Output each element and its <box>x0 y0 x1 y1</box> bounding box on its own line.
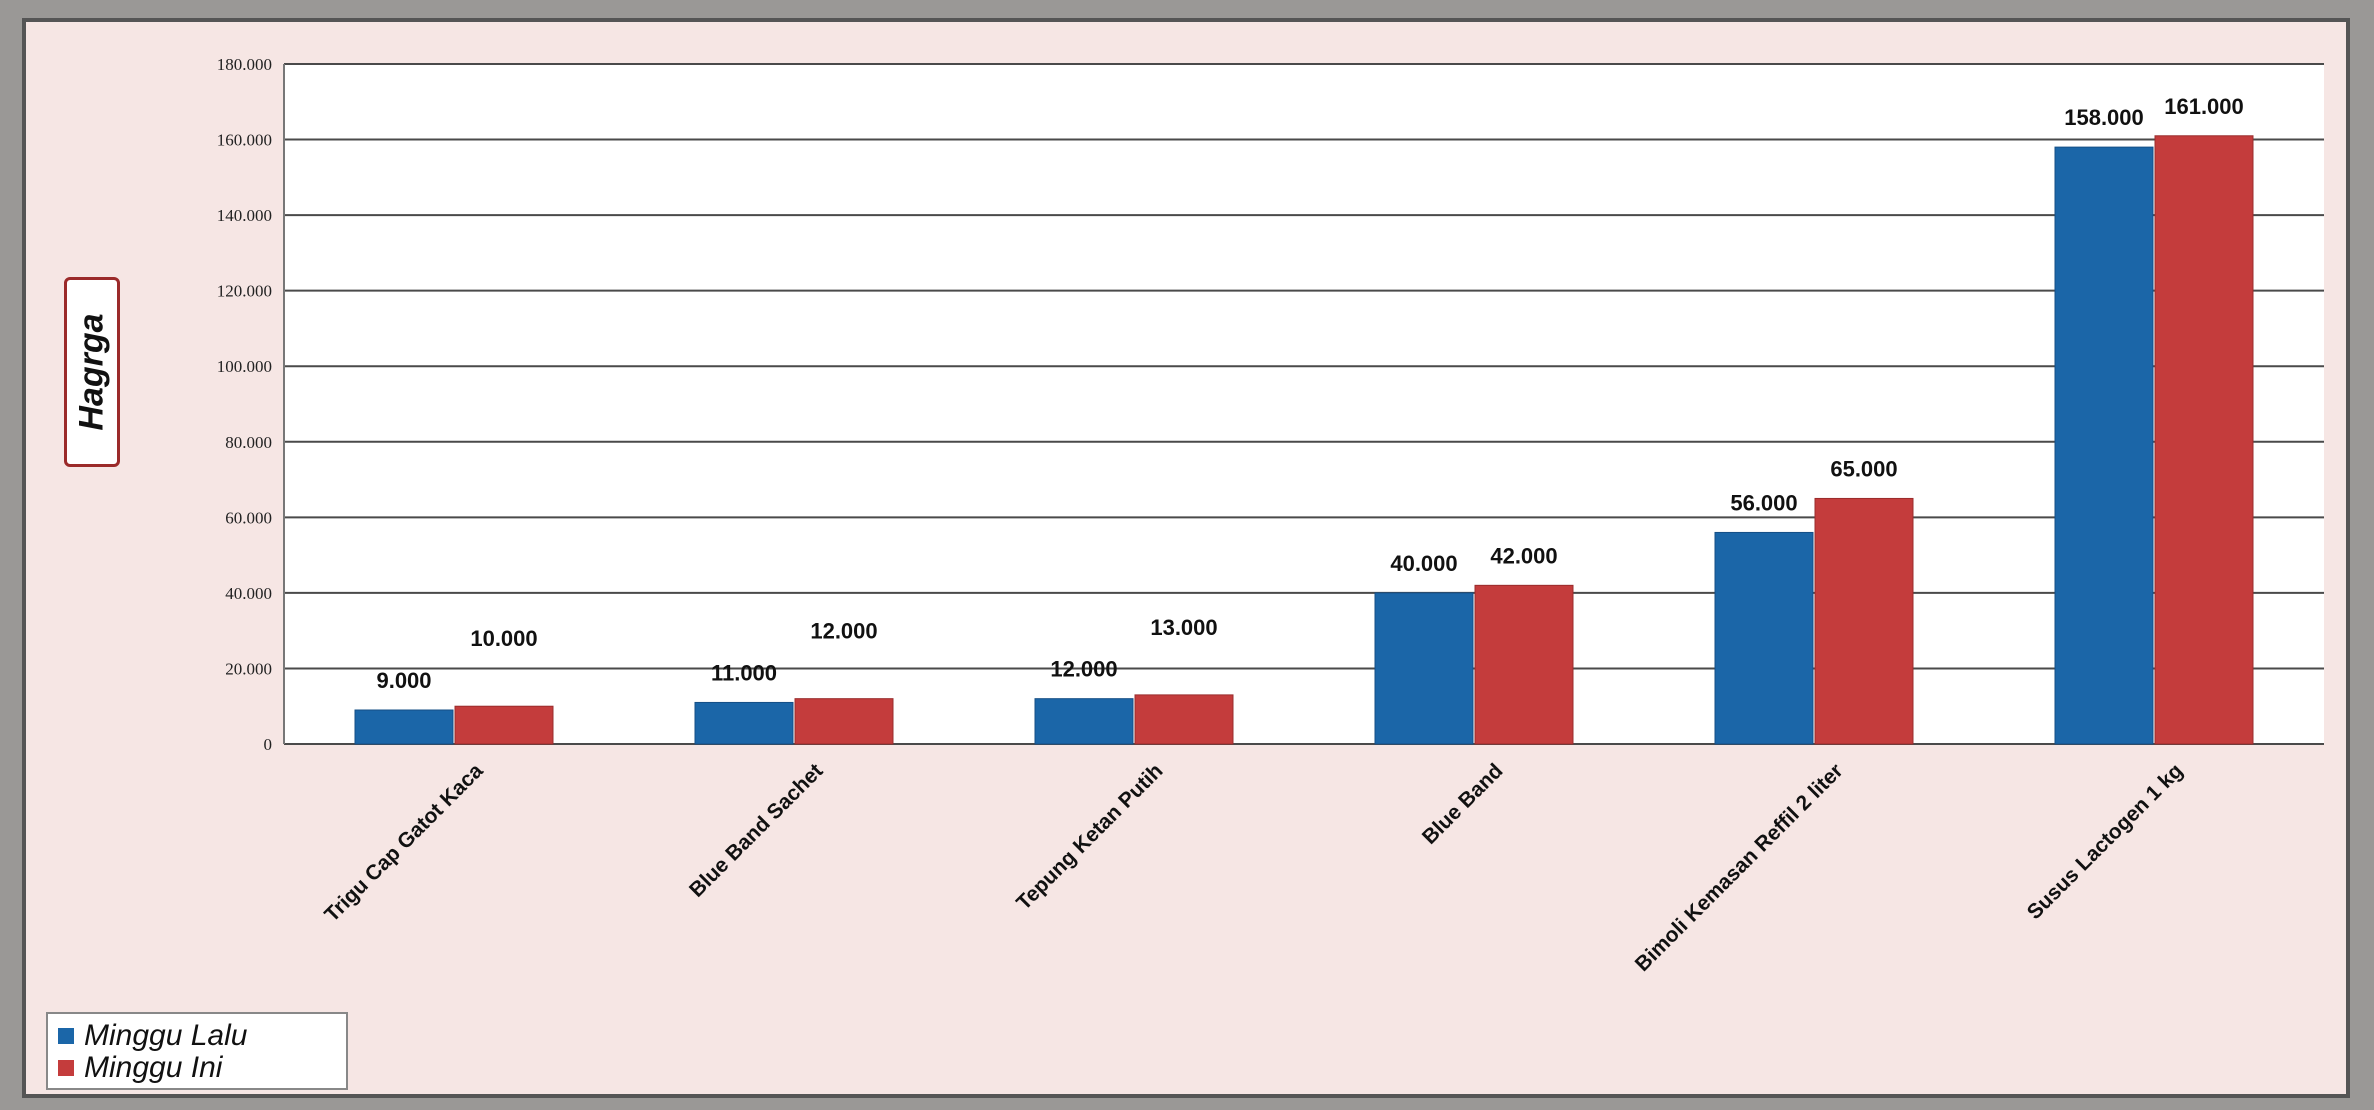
x-tick-label: Susus Lactogen 1 kg <box>2023 759 2188 924</box>
bar-value-label: 11.000 <box>711 660 777 685</box>
bar-value-labels: 9.000 10.000 11.000 12.000 12.000 13.000 40.00… <box>376 94 2243 693</box>
legend-item-minggu-ini: Minggu Ini <box>58 1051 336 1084</box>
bar-minggu-lalu <box>1714 531 1814 745</box>
y-axis-label-box: Hagrga <box>64 277 120 467</box>
bar-value-label: 13.000 <box>1150 615 1217 640</box>
y-tick-label: 0 <box>264 735 273 754</box>
bar-value-label: 42.000 <box>1490 543 1557 568</box>
bar-minggu-lalu <box>354 709 454 745</box>
bar-value-label: 12.000 <box>810 619 877 644</box>
legend-swatch-minggu-ini <box>58 1060 74 1076</box>
legend-label-minggu-ini: Minggu Ini <box>84 1051 223 1084</box>
bar-minggu-lalu <box>1034 698 1134 745</box>
bar-minggu-lalu <box>2054 146 2154 745</box>
plot-area <box>284 64 2324 744</box>
bar-minggu-ini <box>1134 694 1234 745</box>
bar-minggu-lalu <box>1374 592 1474 745</box>
bar-value-label: 65.000 <box>1830 456 1897 481</box>
bars <box>354 135 2254 745</box>
y-tick-label: 60.000 <box>225 508 272 527</box>
bar-minggu-ini <box>2154 135 2254 745</box>
y-axis-label: Hagrga <box>72 313 111 431</box>
bar-minggu-ini <box>794 698 894 745</box>
bar-value-label: 161.000 <box>2164 94 2244 119</box>
bar-value-label: 56.000 <box>1730 490 1797 515</box>
x-tick-label: Tepung Ketan Putih <box>1012 759 1167 914</box>
gridlines <box>284 63 2324 745</box>
legend: Minggu Lalu Minggu Ini <box>46 1012 348 1090</box>
bar-value-label: 12.000 <box>1050 657 1117 682</box>
bar-value-label: 9.000 <box>376 668 431 693</box>
y-tick-label: 160.000 <box>217 131 272 150</box>
y-tick-label: 120.000 <box>217 282 272 301</box>
bar-minggu-ini <box>1814 497 1914 745</box>
x-tick-label: Trigu Cap Gatot Kaca <box>320 759 487 926</box>
y-tick-label: 180.000 <box>217 55 272 74</box>
bar-minggu-lalu <box>694 701 794 745</box>
y-axis-ticks: 0 20.000 40.000 60.000 80.000 100.000 120.000 1… <box>217 55 272 754</box>
x-tick-label: Blue Band Sachet <box>685 759 828 902</box>
legend-item-minggu-lalu: Minggu Lalu <box>58 1019 336 1052</box>
bar-minggu-ini <box>454 705 554 745</box>
y-tick-label: 20.000 <box>225 659 272 678</box>
bar-value-label: 10.000 <box>470 626 537 651</box>
legend-label-minggu-lalu: Minggu Lalu <box>84 1019 248 1052</box>
bar-chart: 0 20.000 40.000 60.000 80.000 100.000 120.000 1… <box>217 55 2324 976</box>
bar-minggu-ini <box>1474 584 1574 745</box>
bar-value-label: 40.000 <box>1390 551 1457 576</box>
bar-value-label: 158.000 <box>2064 105 2144 130</box>
y-tick-label: 140.000 <box>217 206 272 225</box>
x-tick-label: Blue Band <box>1418 759 1508 849</box>
y-tick-label: 100.000 <box>217 357 272 376</box>
legend-swatch-minggu-lalu <box>58 1028 74 1044</box>
y-tick-label: 40.000 <box>225 584 272 603</box>
chart-frame: 0 20.000 40.000 60.000 80.000 100.000 120.000 1… <box>22 18 2350 1098</box>
x-tick-label: Bimoli Kemasan Reffil 2 liter <box>1631 759 1848 976</box>
y-tick-label: 80.000 <box>225 433 272 452</box>
x-axis-ticks: Trigu Cap Gatot Kaca Blue Band Sachet Tepu… <box>320 759 2187 976</box>
